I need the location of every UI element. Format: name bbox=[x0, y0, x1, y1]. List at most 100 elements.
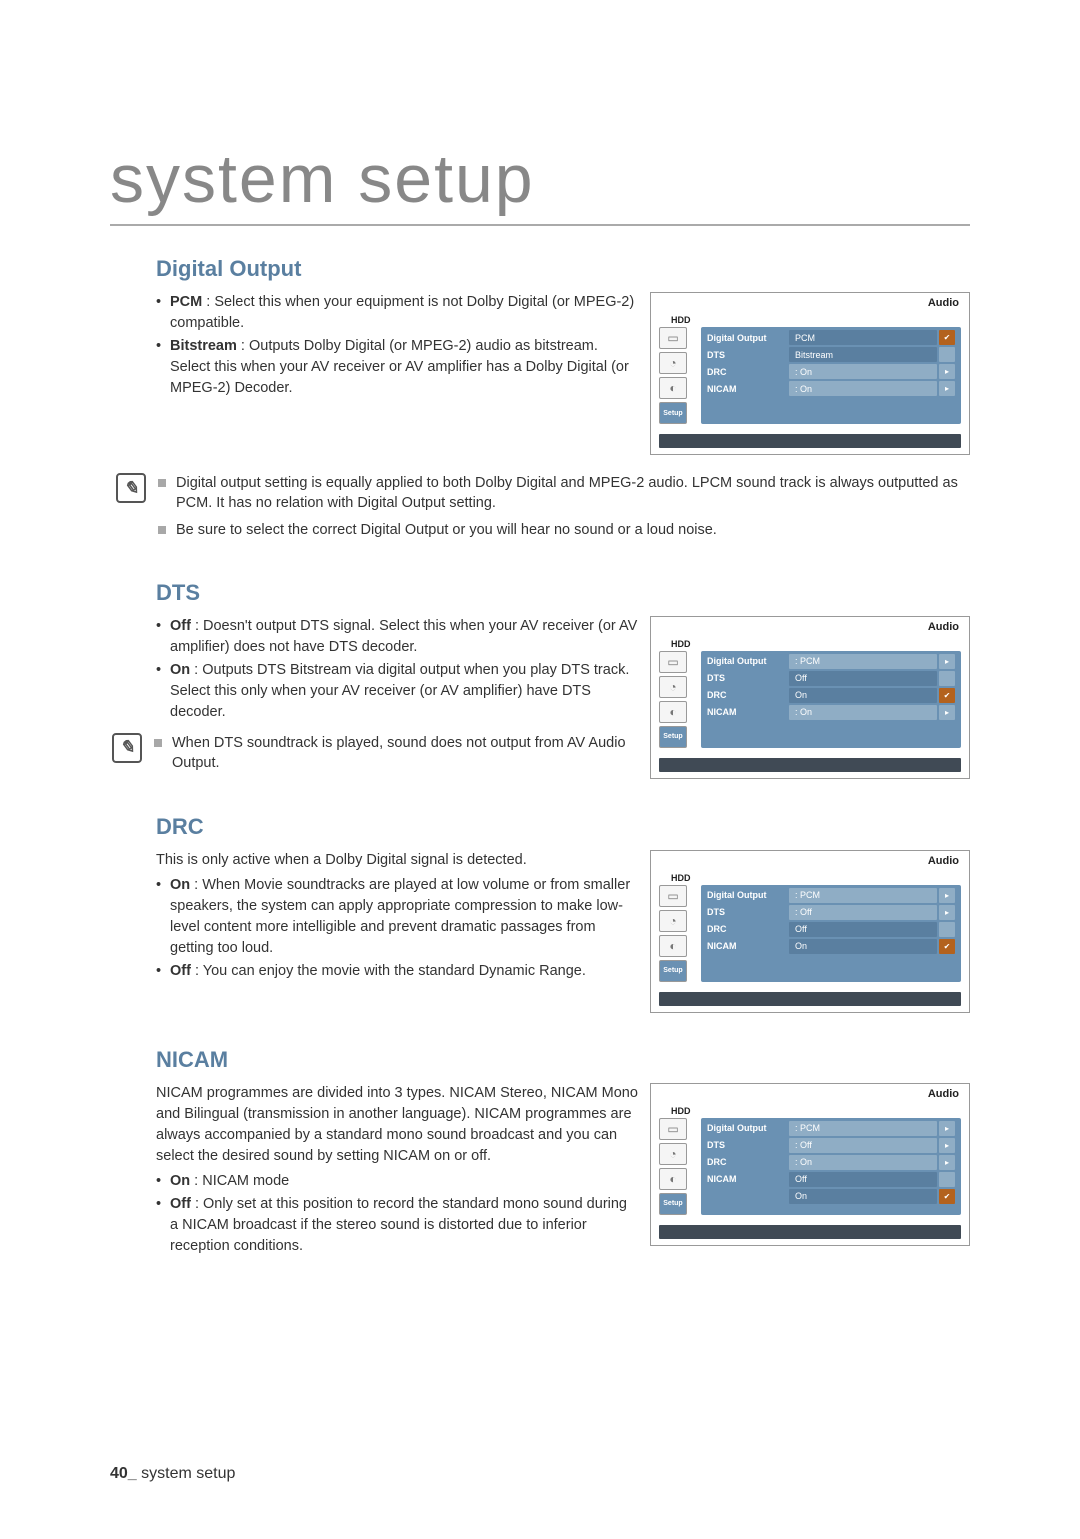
menu-screenshot-digital-output: AudioHDD▭◔◐SetupDigital OutputPCM✔DTSBit… bbox=[650, 292, 970, 455]
menu-icon-timer: ◔ bbox=[659, 352, 687, 374]
menu-row-arrow-icon: ✔ bbox=[939, 688, 955, 703]
menu-row: Digital OutputPCM✔ bbox=[703, 329, 959, 346]
note-bullet-icon bbox=[158, 479, 166, 487]
label-nicam-on: On bbox=[170, 1173, 190, 1189]
menu-list: Digital Output: PCM▸DTS: Off▸DRC: On▸NIC… bbox=[701, 1118, 961, 1215]
menu-row: NICAMOn✔ bbox=[703, 938, 959, 955]
menu-row: DRCOff bbox=[703, 921, 959, 938]
heading-digital-output: Digital Output bbox=[156, 256, 970, 282]
text-drc-on: : When Movie soundtracks are played at l… bbox=[170, 877, 630, 956]
menu-row: Digital Output: PCM▸ bbox=[703, 1120, 959, 1137]
menu-row: DTS: Off▸ bbox=[703, 1137, 959, 1154]
menu-screenshot-dts: AudioHDD▭◔◐SetupDigital Output: PCM▸DTSO… bbox=[650, 616, 970, 779]
menu-row-label: DRC bbox=[707, 367, 789, 377]
menu-row-label: DTS bbox=[707, 350, 789, 360]
menu-row-arrow-icon bbox=[939, 347, 955, 362]
menu-row-arrow-icon: ✔ bbox=[939, 939, 955, 954]
menu-box: AudioHDD▭◔◐SetupDigital OutputPCM✔DTSBit… bbox=[650, 292, 970, 455]
note-icon: ✎ bbox=[116, 473, 146, 503]
menu-row-value: Off bbox=[789, 922, 937, 937]
page-title: system setup bbox=[110, 140, 970, 226]
menu-list: Digital Output: PCM▸DTS: Off▸DRCOffNICAM… bbox=[701, 885, 961, 982]
menu-row-value: On bbox=[789, 939, 937, 954]
menu-row-value: PCM bbox=[789, 330, 937, 345]
menu-row: Digital Output: PCM▸ bbox=[703, 887, 959, 904]
menu-row-value: : PCM bbox=[789, 1121, 937, 1136]
menu-row: DRCOn✔ bbox=[703, 687, 959, 704]
menu-row-label: DRC bbox=[707, 924, 789, 934]
menu-row-arrow-icon: ▸ bbox=[939, 381, 955, 396]
menu-row-arrow-icon: ▸ bbox=[939, 1155, 955, 1170]
menu-row-arrow-icon: ▸ bbox=[939, 1121, 955, 1136]
note-icon: ✎ bbox=[112, 733, 142, 763]
text-nicam: NICAM programmes are divided into 3 type… bbox=[156, 1083, 650, 1259]
menu-row-arrow-icon: ▸ bbox=[939, 1138, 955, 1153]
menu-row-value: Off bbox=[789, 671, 937, 686]
menu-hdd-label: HDD bbox=[651, 639, 969, 651]
menu-row: NICAM: On▸ bbox=[703, 380, 959, 397]
menu-row-value: On bbox=[789, 1189, 937, 1204]
menu-hdd-label: HDD bbox=[651, 315, 969, 327]
menu-icon-setup: Setup bbox=[659, 1193, 687, 1215]
menu-row-label: DTS bbox=[707, 673, 789, 683]
footer-text: system setup bbox=[141, 1465, 235, 1482]
menu-footer-bar bbox=[659, 992, 961, 1006]
menu-row-arrow-icon bbox=[939, 1172, 955, 1187]
label-bitstream: Bitstream bbox=[170, 338, 237, 354]
page-footer: 40_ system setup bbox=[110, 1465, 235, 1483]
heading-dts: DTS bbox=[156, 580, 970, 606]
menu-title: Audio bbox=[928, 297, 959, 309]
menu-icon-timer: ◔ bbox=[659, 1143, 687, 1165]
menu-icon-library: ▭ bbox=[659, 651, 687, 673]
menu-hdd-label: HDD bbox=[651, 873, 969, 885]
note-text: Digital output setting is equally applie… bbox=[176, 473, 970, 514]
menu-icon-setup: Setup bbox=[659, 726, 687, 748]
label-drc-off: Off bbox=[170, 963, 191, 979]
menu-row-arrow-icon: ▸ bbox=[939, 364, 955, 379]
menu-row-arrow-icon: ▸ bbox=[939, 654, 955, 669]
page-number: 40_ bbox=[110, 1465, 137, 1482]
menu-row-label: DTS bbox=[707, 907, 789, 917]
menu-box: AudioHDD▭◔◐SetupDigital Output: PCM▸DTS:… bbox=[650, 850, 970, 1013]
menu-row: DTSBitstream bbox=[703, 346, 959, 363]
menu-row-label: DRC bbox=[707, 690, 789, 700]
menu-row-arrow-icon: ✔ bbox=[939, 330, 955, 345]
section-drc: DRC This is only active when a Dolby Dig… bbox=[110, 814, 970, 1013]
menu-row-value: Bitstream bbox=[789, 347, 937, 362]
text-drc: This is only active when a Dolby Digital… bbox=[156, 850, 650, 984]
menu-title: Audio bbox=[928, 621, 959, 633]
menu-row-label: Digital Output bbox=[707, 890, 789, 900]
menu-row: DTSOff bbox=[703, 670, 959, 687]
menu-icon-disc: ◐ bbox=[659, 1168, 687, 1190]
menu-row: NICAMOff bbox=[703, 1171, 959, 1188]
note-bullet-icon bbox=[154, 739, 162, 747]
menu-screenshot-nicam: AudioHDD▭◔◐SetupDigital Output: PCM▸DTS:… bbox=[650, 1083, 970, 1246]
menu-row-value: : PCM bbox=[789, 888, 937, 903]
menu-screenshot-drc: AudioHDD▭◔◐SetupDigital Output: PCM▸DTS:… bbox=[650, 850, 970, 1013]
text-dts-off: : Doesn't output DTS signal. Select this… bbox=[170, 618, 637, 655]
menu-row-value: : PCM bbox=[789, 654, 937, 669]
label-pcm: PCM bbox=[170, 294, 202, 310]
section-dts: DTS •Off : Doesn't output DTS signal. Se… bbox=[110, 580, 970, 780]
menu-list: Digital OutputPCM✔DTSBitstreamDRC: On▸NI… bbox=[701, 327, 961, 424]
menu-sidebar: ▭◔◐Setup bbox=[659, 327, 695, 424]
menu-row-arrow-icon bbox=[939, 922, 955, 937]
menu-box: AudioHDD▭◔◐SetupDigital Output: PCM▸DTSO… bbox=[650, 616, 970, 779]
menu-row-label: NICAM bbox=[707, 941, 789, 951]
intro-nicam: NICAM programmes are divided into 3 type… bbox=[156, 1083, 638, 1167]
section-digital-output: Digital Output •PCM : Select this when y… bbox=[110, 256, 970, 546]
note-text: When DTS soundtrack is played, sound doe… bbox=[172, 733, 638, 774]
text-bitstream: : Outputs Dolby Digital (or MPEG-2) audi… bbox=[170, 338, 629, 396]
menu-row-value: : On bbox=[789, 364, 937, 379]
menu-icon-timer: ◔ bbox=[659, 910, 687, 932]
text-drc-off: : You can enjoy the movie with the stand… bbox=[191, 963, 586, 979]
menu-footer-bar bbox=[659, 1225, 961, 1239]
note-bullet-icon bbox=[158, 526, 166, 534]
menu-row-value: : On bbox=[789, 381, 937, 396]
menu-icon-disc: ◐ bbox=[659, 701, 687, 723]
menu-row-label: DTS bbox=[707, 1140, 789, 1150]
text-nicam-off: : Only set at this position to record th… bbox=[170, 1196, 627, 1254]
menu-footer-bar bbox=[659, 758, 961, 772]
menu-title: Audio bbox=[928, 855, 959, 867]
menu-row-value: : Off bbox=[789, 905, 937, 920]
